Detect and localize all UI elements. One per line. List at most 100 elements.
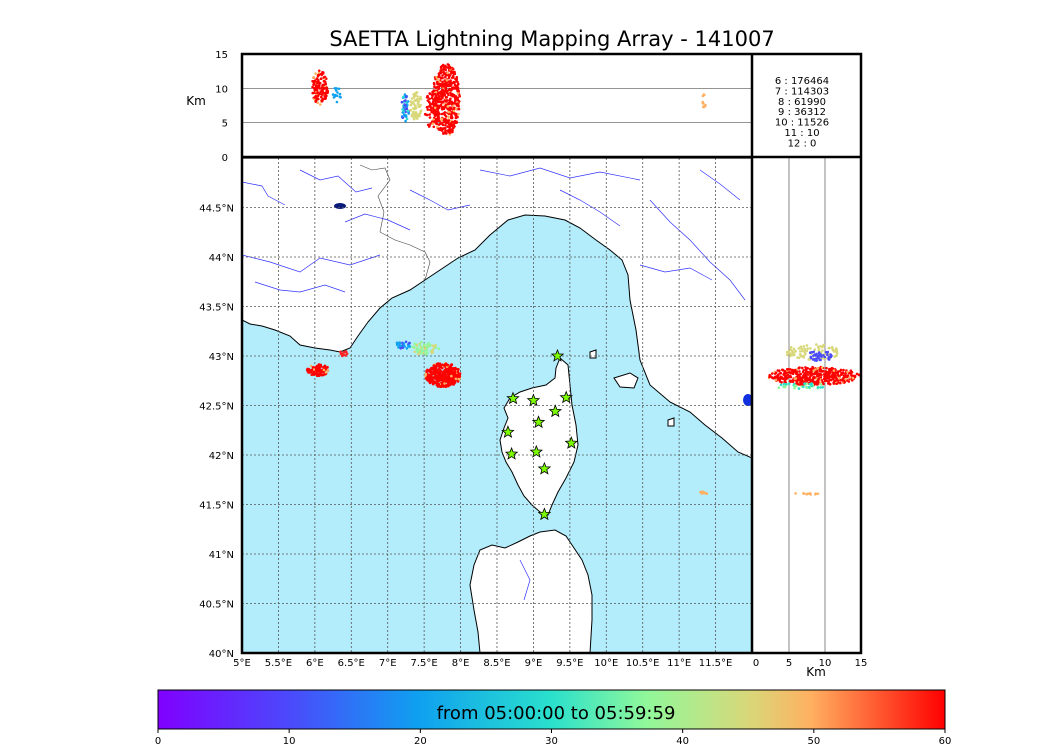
lightning-source [447, 128, 451, 132]
lightning-source [428, 373, 432, 377]
lightning-source [778, 380, 782, 383]
map-y-tick-label: 42.5°N [199, 402, 234, 413]
lightning-source [806, 347, 809, 350]
lightning-source [453, 72, 457, 76]
lightning-source [447, 93, 450, 97]
lightning-source [437, 382, 441, 386]
lightning-source [701, 491, 705, 495]
map-y-tick-label: 42°N [209, 451, 234, 462]
lightning-source [816, 386, 820, 389]
stats-background [753, 54, 861, 157]
lightning-source [796, 356, 799, 359]
station-star-marker [529, 444, 544, 458]
lightning-source [792, 352, 795, 355]
lightning-source [415, 91, 419, 94]
lightning-source [801, 349, 804, 353]
lightning-source [315, 77, 319, 80]
lightning-source [447, 115, 450, 118]
lightning-source [805, 349, 809, 353]
lightning-source [443, 119, 446, 122]
lightning-source [436, 125, 439, 129]
lightning-source [336, 91, 339, 94]
lightning-source [787, 382, 791, 386]
colorbar-tick-label: 10 [283, 736, 296, 747]
lightning-source [429, 103, 432, 107]
lightning-source [444, 105, 448, 109]
lightning-source [795, 370, 798, 373]
lightning-source [442, 385, 446, 388]
lightning-source [439, 122, 442, 126]
lightning-source [832, 369, 836, 372]
lightning-source [312, 76, 315, 79]
lightning-source [795, 372, 799, 376]
lightning-source [817, 375, 820, 378]
map-x-tick-label: 7°E [379, 658, 397, 669]
lightning-source [439, 66, 443, 70]
lightning-source [824, 370, 828, 373]
station-star-marker [531, 415, 546, 429]
lightning-source [399, 347, 403, 350]
lightning-source [450, 113, 453, 117]
lightning-source [324, 367, 328, 370]
lightning-source [435, 371, 439, 375]
lightning-source [457, 368, 460, 371]
lightning-source [432, 89, 436, 92]
lightning-source [425, 352, 428, 356]
station-star-marker [537, 461, 552, 475]
altitude-y-ticks: 0 5 10 15 [215, 50, 228, 164]
elba-island [613, 372, 639, 389]
lightning-source [433, 365, 437, 368]
lightning-source [413, 117, 416, 120]
side-tick-label: 0 [753, 658, 759, 669]
lightning-source [444, 86, 448, 90]
lightning-source [321, 97, 325, 101]
lightning-source [428, 116, 432, 119]
lightning-source [433, 106, 437, 110]
colorbar: from 05:00:00 to 05:59:59 0 10 20 30 40 50 60 [155, 689, 951, 747]
lightning-source [701, 101, 705, 105]
lightning-source [837, 376, 841, 380]
lightning-source [418, 343, 422, 347]
lightning-source [325, 90, 329, 93]
lightning-source [437, 347, 441, 351]
lightning-source [817, 377, 820, 381]
station-star-marker [504, 446, 519, 460]
lightning-source [445, 79, 449, 82]
lightning-source [412, 110, 415, 114]
lightning-source [311, 80, 314, 83]
lightning-source [816, 345, 820, 349]
lightning-source [770, 372, 774, 375]
lightning-source [803, 353, 807, 356]
map-x-tick-label: 9°E [525, 658, 543, 669]
altitude-tick-label: 0 [222, 153, 228, 164]
lightning-source [447, 366, 451, 369]
side-grid [788, 158, 826, 653]
lightning-source [324, 96, 327, 100]
lightning-source [432, 112, 436, 115]
lightning-source [443, 376, 447, 380]
lightning-source [445, 379, 448, 383]
lightning-source [813, 376, 816, 380]
lightning-source [404, 104, 407, 107]
lightning-source [457, 100, 461, 103]
lightning-source [825, 366, 828, 370]
lightning-source [315, 97, 319, 101]
lightning-source [452, 371, 455, 375]
lightning-source [422, 343, 426, 346]
lightning-source [699, 490, 702, 494]
lightning-source [813, 353, 816, 357]
lightning-source [848, 376, 851, 379]
lightning-source [444, 124, 447, 127]
lightning-source [784, 375, 787, 378]
capraia-island [589, 349, 597, 359]
lightning-source [776, 369, 780, 372]
lightning-source [810, 371, 813, 374]
lightning-source [809, 493, 812, 496]
lightning-source [414, 94, 417, 97]
lightning-source [452, 107, 456, 110]
lightning-source [448, 82, 451, 86]
lightning-source [413, 350, 417, 354]
lightning-source [803, 350, 807, 354]
lightning-source [454, 87, 458, 90]
